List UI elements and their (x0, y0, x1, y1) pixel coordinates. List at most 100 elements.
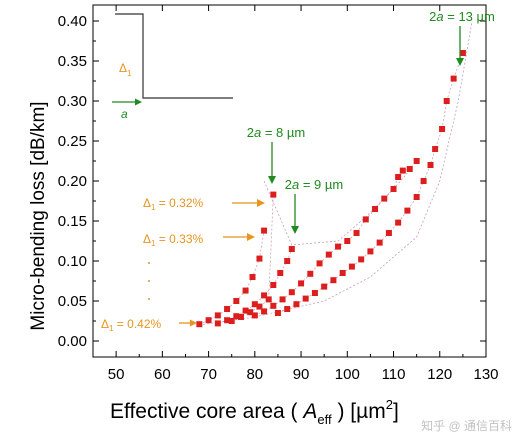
data-point (277, 270, 284, 276)
data-point (214, 320, 221, 327)
data-point (288, 246, 295, 252)
data-point (242, 287, 249, 294)
data-point (293, 301, 300, 308)
data-point (302, 295, 309, 302)
y-tick-label: 0.05 (58, 293, 87, 310)
y-tick-label: 0.40 (58, 13, 87, 30)
data-point (399, 167, 406, 174)
data-point (406, 166, 413, 172)
data-point (450, 75, 457, 82)
data-point (261, 227, 268, 234)
data-point (261, 308, 268, 315)
inset-delta-label: Δ1 (119, 61, 132, 78)
data-point (321, 283, 328, 290)
annotations: 2a = 13 µm 2a = 8 µm 2a = 9 µm Δ1 = 0.32… (101, 9, 495, 333)
data-point (311, 290, 318, 296)
data-point (251, 301, 258, 308)
data-point (279, 296, 286, 303)
annot-delta-033: Δ1 = 0.33% (143, 232, 204, 248)
data-point (385, 230, 392, 236)
annot-delta-032-arrowhead (257, 199, 265, 207)
x-axis-label: Effective core area ( Aeff ) [µm2] (110, 397, 399, 427)
data-point (443, 98, 450, 104)
annot-ellipsis-dot (148, 280, 150, 282)
x-tick-label: 120 (427, 366, 452, 383)
annot-2a-8: 2a = 8 µm (247, 125, 305, 140)
data-point (251, 312, 258, 319)
data-point (256, 255, 263, 262)
data-point (224, 306, 231, 312)
data-point (427, 162, 434, 168)
data-point (284, 306, 291, 312)
data-point (413, 194, 420, 200)
x-tick-label: 100 (335, 366, 360, 383)
data-point (325, 251, 332, 258)
data-point (432, 146, 439, 152)
inset-arrow-head (135, 98, 142, 106)
annot-ellipsis-dot (148, 298, 150, 300)
y-tick-label: 0.15 (58, 213, 87, 230)
data-point (307, 270, 314, 277)
data-point (367, 248, 374, 255)
y-tick-label: 0.25 (58, 133, 87, 150)
series-trend-line (217, 248, 293, 324)
data-point (284, 258, 291, 264)
data-point (270, 302, 277, 309)
data-point (404, 207, 411, 214)
annot-delta-033-arrowhead (247, 233, 255, 241)
y-tick-label: 0.10 (58, 253, 87, 270)
data-points (196, 50, 466, 328)
data-point (390, 186, 397, 192)
data-point (381, 195, 388, 202)
x-tick-label: 90 (293, 366, 310, 383)
data-point (362, 216, 369, 223)
data-point (353, 230, 360, 236)
annot-2a-13: 2a = 13 µm (429, 9, 495, 24)
data-point (265, 296, 272, 303)
data-point (358, 256, 365, 263)
data-point (439, 126, 446, 132)
annot-2a-9: 2a = 9 µm (285, 177, 343, 192)
data-point (249, 274, 256, 280)
data-point (298, 280, 305, 287)
y-axis-label: Micro-bending loss [dB/km] (28, 101, 49, 330)
y-tick-label: 0.00 (58, 333, 87, 350)
annot-2a-9-arrowhead (291, 226, 299, 234)
data-point (420, 178, 427, 184)
y-tick-label: 0.30 (58, 93, 87, 110)
data-point (459, 50, 466, 56)
annot-ellipsis-dot (148, 262, 150, 264)
x-axis-ticks: 50 60 70 80 90 100 110 120 130 (92, 5, 499, 383)
x-tick-label: 130 (473, 366, 498, 383)
data-point (214, 312, 221, 319)
data-point (413, 158, 420, 164)
data-point (339, 270, 346, 276)
data-point (330, 277, 337, 284)
data-point (344, 238, 351, 244)
x-tick-label: 70 (200, 366, 217, 383)
data-point (247, 309, 254, 316)
data-point (242, 307, 249, 314)
data-point (395, 219, 402, 226)
data-point (233, 313, 240, 320)
x-tick-label: 60 (154, 366, 171, 383)
data-point (237, 314, 244, 320)
data-point (335, 243, 342, 250)
data-point (224, 317, 231, 324)
x-tick-label: 50 (108, 366, 125, 383)
x-tick-label: 110 (382, 366, 406, 383)
data-point (395, 174, 402, 180)
inset-a-label: a (121, 107, 128, 121)
index-profile-inset: Δ1 a (112, 13, 233, 121)
x-tick-label: 80 (246, 366, 263, 383)
annot-delta-032: Δ1 = 0.32% (143, 196, 204, 212)
series-trend-line (199, 230, 265, 325)
data-point (274, 310, 281, 316)
envelope-guide-line (199, 20, 473, 326)
y-tick-label: 0.20 (58, 173, 87, 190)
annot-delta-042-arrowhead (190, 319, 197, 327)
y-tick-label: 0.35 (58, 53, 87, 70)
data-point (228, 318, 235, 324)
data-point (348, 263, 355, 270)
